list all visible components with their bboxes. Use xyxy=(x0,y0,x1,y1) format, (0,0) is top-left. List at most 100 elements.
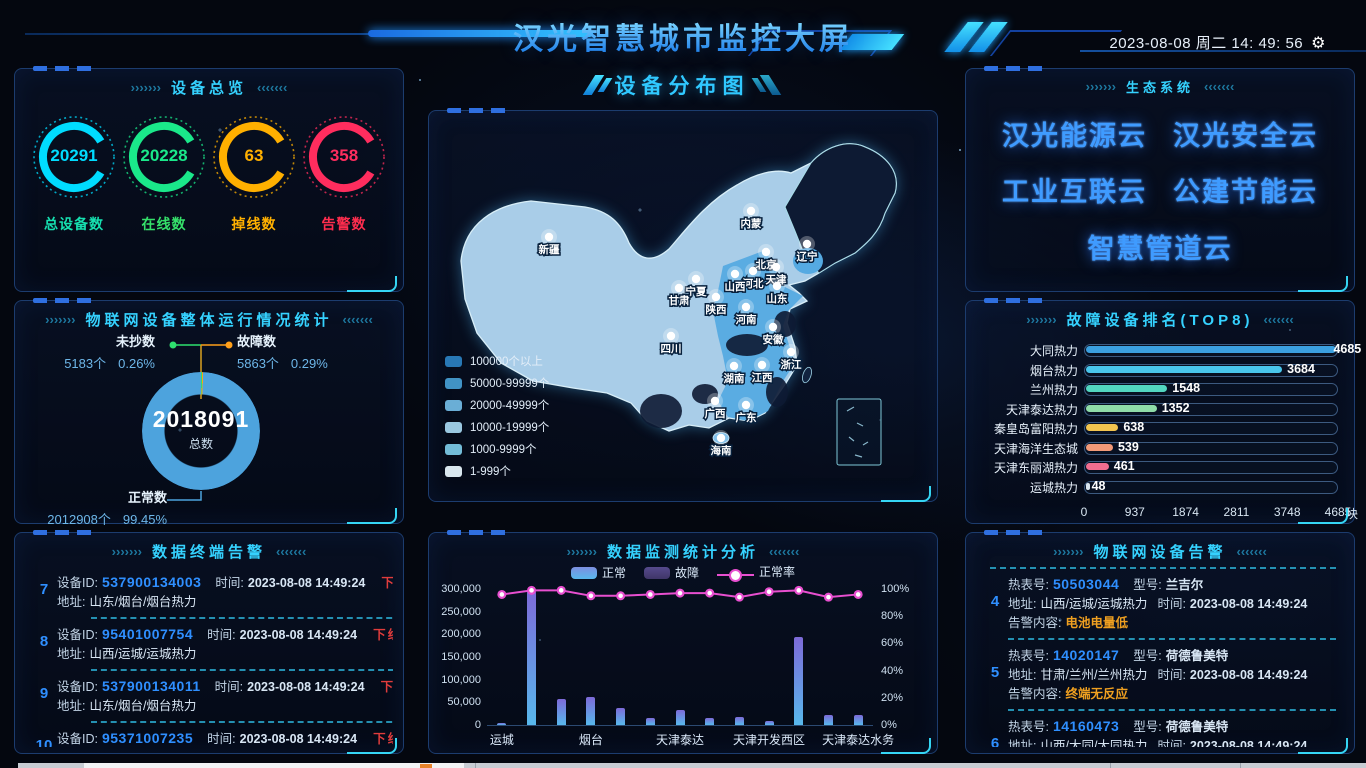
iot-alarm-row[interactable]: 6 热表号: 14160473 型号: 荷德鲁美特 地址: 山西/大同/大同热力 时间: 2… xyxy=(976,711,1344,747)
y-axis-label-left: 300,000 xyxy=(441,583,481,595)
map-marker-陕西[interactable]: 陕西 xyxy=(704,289,728,318)
map-marker-安徽[interactable]: 安徽 xyxy=(761,319,785,348)
status-badge: 下线 xyxy=(373,628,393,642)
meter-id: 50503044 xyxy=(1052,576,1120,592)
device-id: 95401007754 xyxy=(101,626,194,642)
callout-unread: 未抄数 5183个 0.26% xyxy=(64,331,155,372)
ranking-track: 3684 xyxy=(1084,362,1338,377)
status-badge: 下线 xyxy=(380,680,393,694)
gauge-告警数: 358 告警数 xyxy=(300,113,388,234)
ranking-row-秦皇岛富阳热力: 秦皇岛富阳热力 638 xyxy=(982,419,1338,439)
map-marker-湖南[interactable]: 湖南 xyxy=(722,358,746,387)
svg-text:江西: 江西 xyxy=(752,371,773,384)
svg-text:辽宁: 辽宁 xyxy=(797,250,818,263)
ecosystem-row: 工业互联云 公建节能云 xyxy=(1002,170,1318,209)
map-marker-江西[interactable]: 江西 xyxy=(750,357,774,386)
y-axis-label-right: 40% xyxy=(881,664,904,677)
bar-10 xyxy=(794,636,804,725)
map-marker-海南[interactable]: 海南 xyxy=(709,430,733,459)
svg-text:四川: 四川 xyxy=(661,343,682,355)
bar-12 xyxy=(853,714,863,725)
settings-gear-icon[interactable]: ⚙ xyxy=(1311,35,1326,52)
terminal-alarm-row[interactable]: 8 设备ID: 95401007754 时间: 2023-08-08 14:49:24… xyxy=(25,619,393,671)
row-number: 6 xyxy=(990,735,1000,747)
chevrons-left-deco: ‹‹‹‹‹‹‹ xyxy=(769,544,800,559)
svg-text:湖南: 湖南 xyxy=(724,372,745,385)
panel-fault-ranking[interactable]: ››››››› 故障设备排名(TOP8) ‹‹‹‹‹‹‹ 大同热力 4685 烟… xyxy=(965,298,1361,524)
iot-alarm-row[interactable]: 5 热表号: 14020147 型号: 荷德鲁美特 地址: 甘肃/兰州/兰州热力 时间: 2… xyxy=(976,640,1344,711)
map-marker-甘肃[interactable]: 甘肃 xyxy=(667,280,691,309)
panel-iot-alarms: ››››››› 物联网设备告警 ‹‹‹‹‹‹‹ 4 热表号: 50503044 型号… xyxy=(965,530,1355,754)
ranking-bar xyxy=(1086,424,1119,432)
terminal-alarm-row[interactable]: 7 设备ID: 537900134003 时间: 2023-08-08 14:49:2… xyxy=(25,567,393,619)
map-marker-广东[interactable]: 广东 xyxy=(734,397,758,426)
map-marker-广西[interactable]: 广西 xyxy=(703,393,727,422)
panel-device-map[interactable]: 新疆 内蒙 辽宁 北京 天津 河北 山西 山东 宁夏 甘肃 陕西 河南 安徽 四… xyxy=(428,108,938,502)
y-axis-label-left: 150,000 xyxy=(441,651,481,663)
ranking-value: 539 xyxy=(1117,439,1139,454)
panel-title-text: 物联网设备整体运行情况统计 xyxy=(85,312,333,329)
terminal-alarm-row[interactable]: 10 设备ID: 95371007235 时间: 2023-08-08 14:49:2… xyxy=(25,723,393,747)
chevrons-right-deco: ››››››› xyxy=(130,80,161,95)
ecosystem-link-工业互联云[interactable]: 工业互联云 xyxy=(1002,177,1147,208)
chevrons-left-deco: ‹‹‹‹‹‹‹ xyxy=(1263,312,1294,327)
map-marker-山东[interactable]: 山东 xyxy=(765,278,789,307)
terminal-alarm-row[interactable]: 9 设备ID: 537900134011 时间: 2023-08-08 14:49:2… xyxy=(25,671,393,723)
y-axis-label-right: 100% xyxy=(881,583,910,595)
chevrons-left-deco: ‹‹‹‹‹‹‹ xyxy=(1236,544,1267,559)
x-axis-label: 天津泰达 xyxy=(655,733,705,747)
china-map: 新疆 内蒙 辽宁 北京 天津 河北 山西 山东 宁夏 甘肃 陕西 河南 安徽 四… xyxy=(460,143,897,466)
ranking-bar xyxy=(1086,482,1090,490)
svg-text:河南: 河南 xyxy=(736,313,757,326)
panel-device-overview: ››››››› 设备总览 ‹‹‹‹‹‹‹ 20291 总设备数 20228 在线… xyxy=(14,66,404,292)
ecosystem-links: 汉光能源云 汉光安全云 工业互联云 公建节能云 智慧管道云 xyxy=(966,105,1354,275)
alarm-content: 电池电量低 xyxy=(1065,616,1128,630)
panel-title-text: 故障设备排名(TOP8) xyxy=(1066,312,1254,329)
ecosystem-link-汉光能源云[interactable]: 汉光能源云 xyxy=(1002,120,1147,151)
x-axis-label: 烟台 xyxy=(578,733,603,747)
map-marker-河南[interactable]: 河南 xyxy=(734,299,758,328)
dashed-separator xyxy=(91,721,393,723)
iot-alarm-list: 4 热表号: 50503044 型号: 兰吉尔 地址: 山西/运城/运城热力 时间: 202… xyxy=(976,565,1344,747)
ranking-value: 638 xyxy=(1123,420,1145,435)
map-marker-新疆[interactable]: 新疆 xyxy=(537,229,561,258)
map-marker-四川[interactable]: 四川 xyxy=(659,328,683,357)
ecosystem-link-公建节能云[interactable]: 公建节能云 xyxy=(1173,177,1318,208)
legend-item-故障: 故障 xyxy=(643,564,699,581)
map-marker-浙江[interactable]: 浙江 xyxy=(779,344,803,373)
gauges: 20291 总设备数 20228 在线数 63 掉线数 358 告警数 xyxy=(15,113,403,234)
chevrons-left-deco: ‹‹‹‹‹‹‹ xyxy=(276,544,307,559)
legend-label: 10000-19999个 xyxy=(470,422,550,434)
panel-monitor-chart[interactable]: ››››››› 数据监测统计分析 ‹‹‹‹‹‹‹ 正常 故障 正常率 0 50,000… xyxy=(428,530,938,754)
row-number: 7 xyxy=(39,581,49,598)
header: 汉光智慧城市监控大屏 2023-08-08 周二 14: 49: 56 ⚙ xyxy=(0,0,1366,62)
ranking-track: 1548 xyxy=(1084,381,1338,397)
map-subtitle-text: 设备分布图 xyxy=(614,75,750,98)
map-marker-山西[interactable]: 山西 xyxy=(723,266,747,295)
ranking-track: 4685 xyxy=(1084,342,1361,358)
panel-terminal-alarms: ››››››› 数据终端告警 ‹‹‹‹‹‹‹ 7 设备ID: 5379001340… xyxy=(14,530,404,754)
ranking-row-烟台热力: 烟台热力 3684 xyxy=(982,361,1338,381)
ranking-row-天津东丽湖热力: 天津东丽湖热力 461 xyxy=(982,458,1338,478)
donut-center: 2018091 总数 xyxy=(142,406,260,452)
bar-1 xyxy=(527,591,537,725)
map-marker-辽宁[interactable]: 辽宁 xyxy=(795,236,819,265)
ecosystem-link-智慧管道云[interactable]: 智慧管道云 xyxy=(1087,234,1233,265)
legend-swatch xyxy=(445,421,462,433)
map-marker-宁夏[interactable]: 宁夏 xyxy=(684,271,708,300)
meter-id: 14160473 xyxy=(1052,718,1120,734)
callout-name: 故障数 xyxy=(237,334,277,349)
iot-alarm-row[interactable]: 4 热表号: 50503044 型号: 兰吉尔 地址: 山西/运城/运城热力 时间: 202… xyxy=(976,569,1344,640)
ranking-label: 天津泰达热力 xyxy=(1005,402,1078,417)
ranking-value: 48 xyxy=(1091,478,1106,493)
legend-swatch xyxy=(445,377,462,389)
map-marker-天津[interactable]: 天津 xyxy=(764,259,788,288)
panel-ecosystem: ››››››› 生态系统 ‹‹‹‹‹‹‹ 汉光能源云 汉光安全云 工业互联云 公建节能… xyxy=(965,66,1355,292)
y-axis-label-right: 20% xyxy=(881,691,904,704)
ecosystem-link-汉光安全云[interactable]: 汉光安全云 xyxy=(1173,120,1318,151)
y-axis-label-left: 100,000 xyxy=(441,673,481,686)
ranking-value: 4685 xyxy=(1333,342,1362,357)
legend-label: 20000-49999个 xyxy=(470,400,550,412)
map-marker-内蒙[interactable]: 内蒙 xyxy=(739,203,763,232)
map-marker-河北[interactable]: 河北 xyxy=(741,263,765,292)
